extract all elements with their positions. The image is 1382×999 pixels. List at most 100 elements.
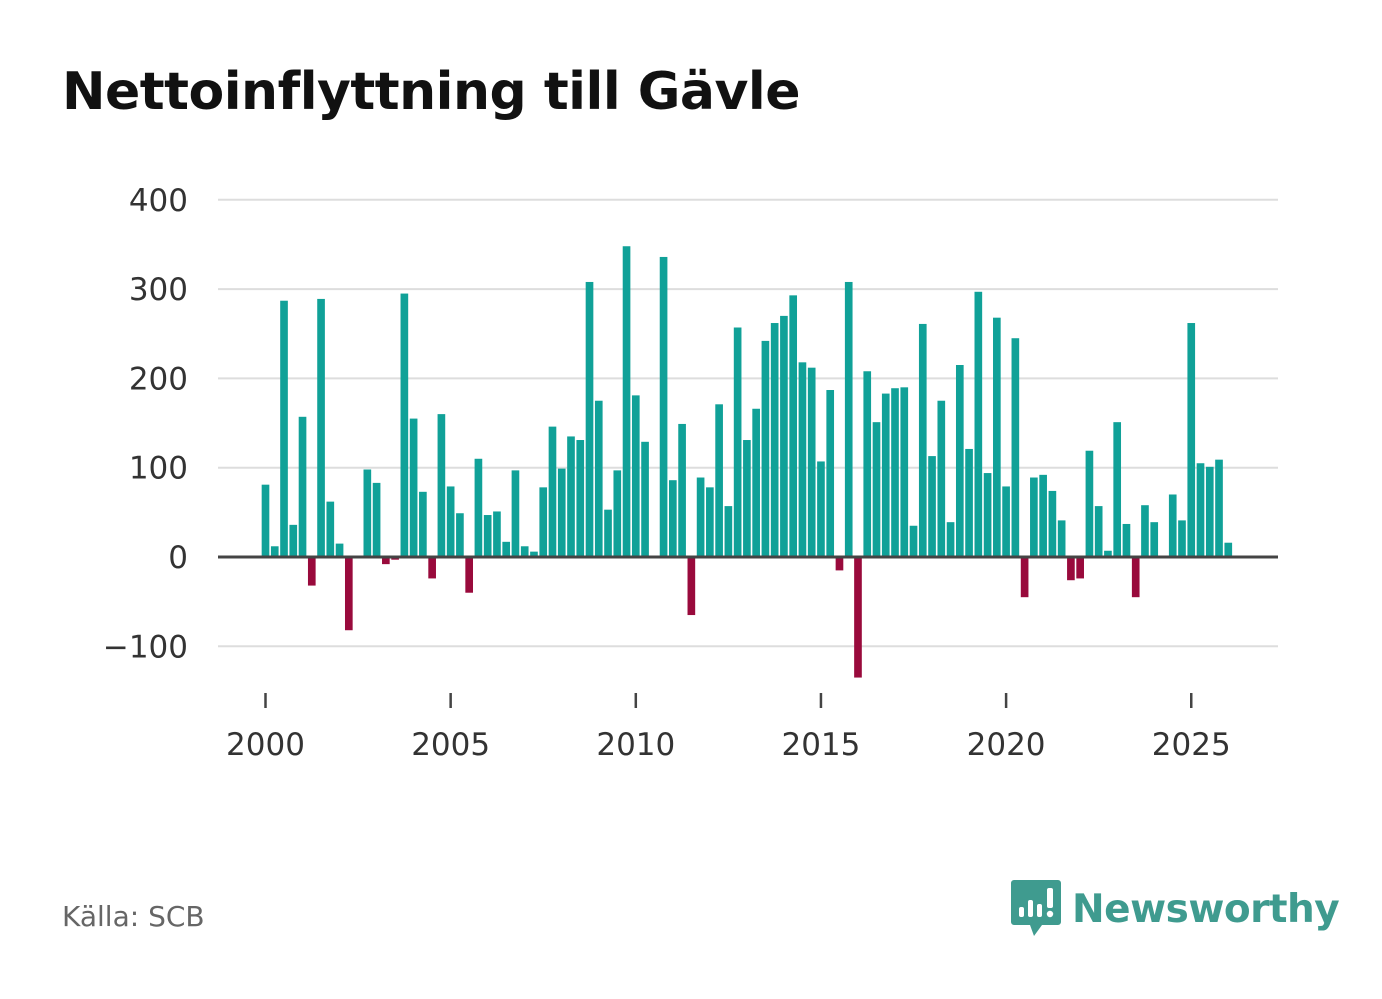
bar [1215, 459, 1223, 557]
y-tick-label: −100 [103, 629, 188, 665]
axes: 400 300 200 100 0 −100 2000 2005 2010 2015 2020 202… [103, 183, 1278, 763]
bar [706, 487, 714, 557]
bar [585, 281, 594, 557]
bar [317, 298, 325, 557]
y-tick-label: 0 [168, 540, 188, 576]
bar [993, 317, 1001, 557]
bar [1196, 463, 1205, 558]
bar [1094, 506, 1103, 557]
x-tick-label: 2000 [226, 727, 305, 763]
bar [863, 371, 872, 557]
bar [817, 461, 825, 557]
bar [891, 388, 899, 557]
x-tick-label: 2010 [596, 727, 675, 763]
bar [770, 323, 779, 557]
bar [1122, 523, 1131, 557]
bar [696, 477, 705, 557]
y-tick-label: 400 [129, 183, 188, 219]
bar [594, 400, 603, 558]
bar [289, 524, 298, 557]
newsworthy-logo-icon [1011, 880, 1061, 936]
bar [687, 557, 696, 616]
bar [789, 295, 798, 557]
bar [344, 557, 353, 631]
bar [826, 390, 835, 557]
bar [733, 327, 742, 557]
bar [483, 515, 492, 557]
bar [1141, 505, 1149, 557]
bar [872, 422, 881, 557]
bar [576, 440, 585, 557]
bar [641, 441, 649, 557]
bar [918, 323, 927, 557]
bar [1057, 520, 1066, 557]
x-tick-label: 2025 [1152, 727, 1231, 763]
bar [1011, 338, 1020, 557]
bar [604, 509, 612, 557]
bar [372, 482, 381, 557]
brand-name: Newsworthy [1072, 886, 1340, 932]
bar [1150, 522, 1159, 557]
bar [465, 557, 473, 593]
bar [335, 543, 344, 557]
bar [613, 470, 622, 557]
bar [807, 367, 816, 557]
bar [1131, 557, 1140, 598]
bar [1048, 490, 1057, 557]
bar [1085, 450, 1094, 557]
bar [400, 293, 409, 557]
bars [261, 246, 1233, 678]
bar [983, 473, 992, 557]
bar [743, 440, 751, 557]
bar [928, 456, 936, 557]
bar [326, 501, 335, 557]
bar [511, 470, 520, 557]
brand-logo: Newsworthy [1010, 878, 1340, 940]
bar [854, 557, 862, 678]
bar [844, 281, 853, 557]
bar [1076, 557, 1084, 579]
bar [382, 557, 390, 565]
bar [1205, 466, 1214, 557]
x-tick-label: 2020 [967, 727, 1046, 763]
bar [715, 404, 723, 557]
bar [437, 414, 446, 557]
bar [456, 513, 464, 557]
bar [881, 393, 890, 557]
bar [622, 246, 631, 558]
x-tick-label: 2005 [411, 727, 490, 763]
bar [1067, 557, 1075, 581]
bar [530, 551, 538, 557]
y-tick-label: 100 [129, 451, 188, 487]
bar [280, 300, 288, 557]
bar [974, 291, 983, 557]
bar [724, 506, 733, 557]
bar [1020, 557, 1029, 598]
bar [669, 480, 677, 557]
bar [446, 486, 455, 557]
bar [955, 365, 964, 557]
bar [1039, 474, 1047, 557]
bar [409, 418, 418, 557]
bar [520, 546, 529, 557]
bar [474, 458, 483, 557]
bar [261, 484, 270, 557]
bar [539, 487, 548, 557]
bar [548, 426, 557, 557]
bar [1002, 486, 1010, 557]
bar [493, 511, 501, 557]
bar [1187, 323, 1196, 557]
page-title: Nettoinflyttning till Gävle [62, 62, 801, 122]
bar [659, 256, 668, 557]
bar [798, 362, 807, 557]
bar [752, 408, 760, 557]
bar [937, 400, 946, 558]
bar [631, 395, 640, 557]
bar [1178, 520, 1186, 557]
bar [946, 522, 955, 557]
y-tick-label: 300 [129, 272, 188, 308]
bar [1030, 477, 1038, 557]
source-note: Källa: SCB [62, 900, 205, 933]
bar [780, 315, 788, 557]
